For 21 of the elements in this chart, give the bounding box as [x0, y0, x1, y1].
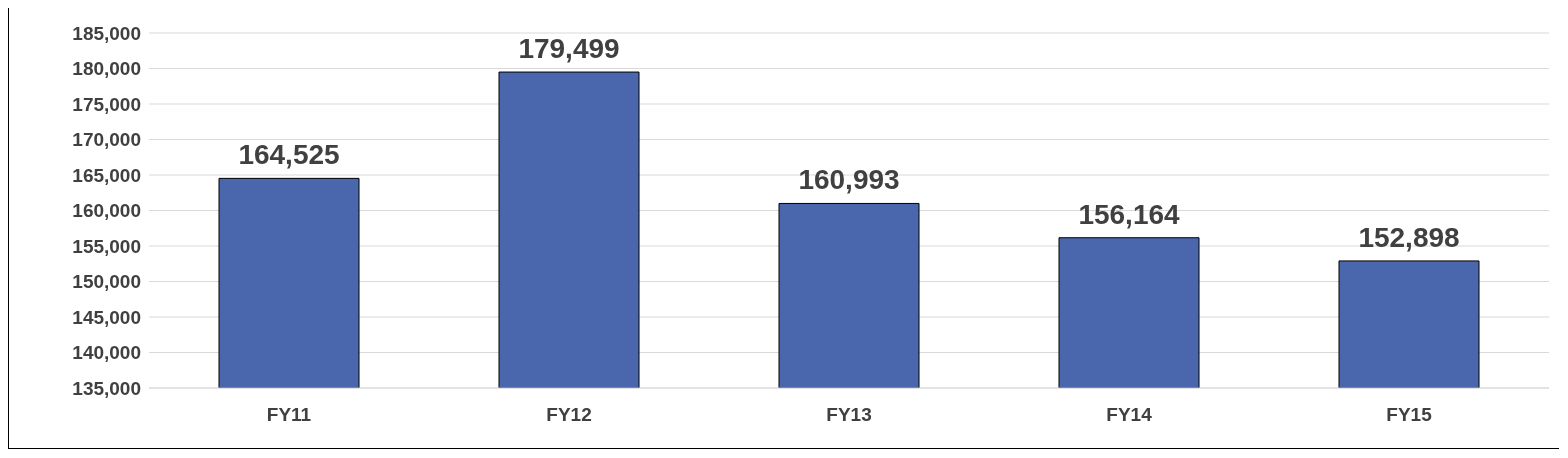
y-tick-label: 155,000: [72, 235, 141, 257]
x-tick-label: FY15: [1386, 404, 1433, 426]
y-tick-label: 145,000: [72, 306, 141, 328]
y-tick-label: 170,000: [72, 129, 141, 151]
y-tick-label: 135,000: [72, 377, 141, 399]
y-tick-label: 160,000: [72, 200, 141, 222]
data-label: 152,898: [1358, 221, 1460, 253]
data-label: 164,525: [238, 139, 340, 171]
x-tick-label: FY11: [266, 404, 312, 426]
data-label: 179,499: [518, 33, 620, 65]
x-tick-label: FY13: [826, 404, 872, 426]
y-tick-label: 140,000: [72, 342, 141, 364]
y-tick-label: 150,000: [72, 271, 141, 293]
y-tick-label: 180,000: [72, 58, 141, 80]
y-tick-label: 165,000: [72, 164, 141, 186]
y-tick-label: 185,000: [72, 22, 141, 44]
x-tick-label: FY12: [546, 404, 592, 426]
x-tick-label: FY14: [1106, 404, 1153, 426]
data-label: 160,993: [798, 164, 900, 196]
data-label: 156,164: [1078, 198, 1181, 230]
y-tick-label: 175,000: [72, 93, 141, 115]
